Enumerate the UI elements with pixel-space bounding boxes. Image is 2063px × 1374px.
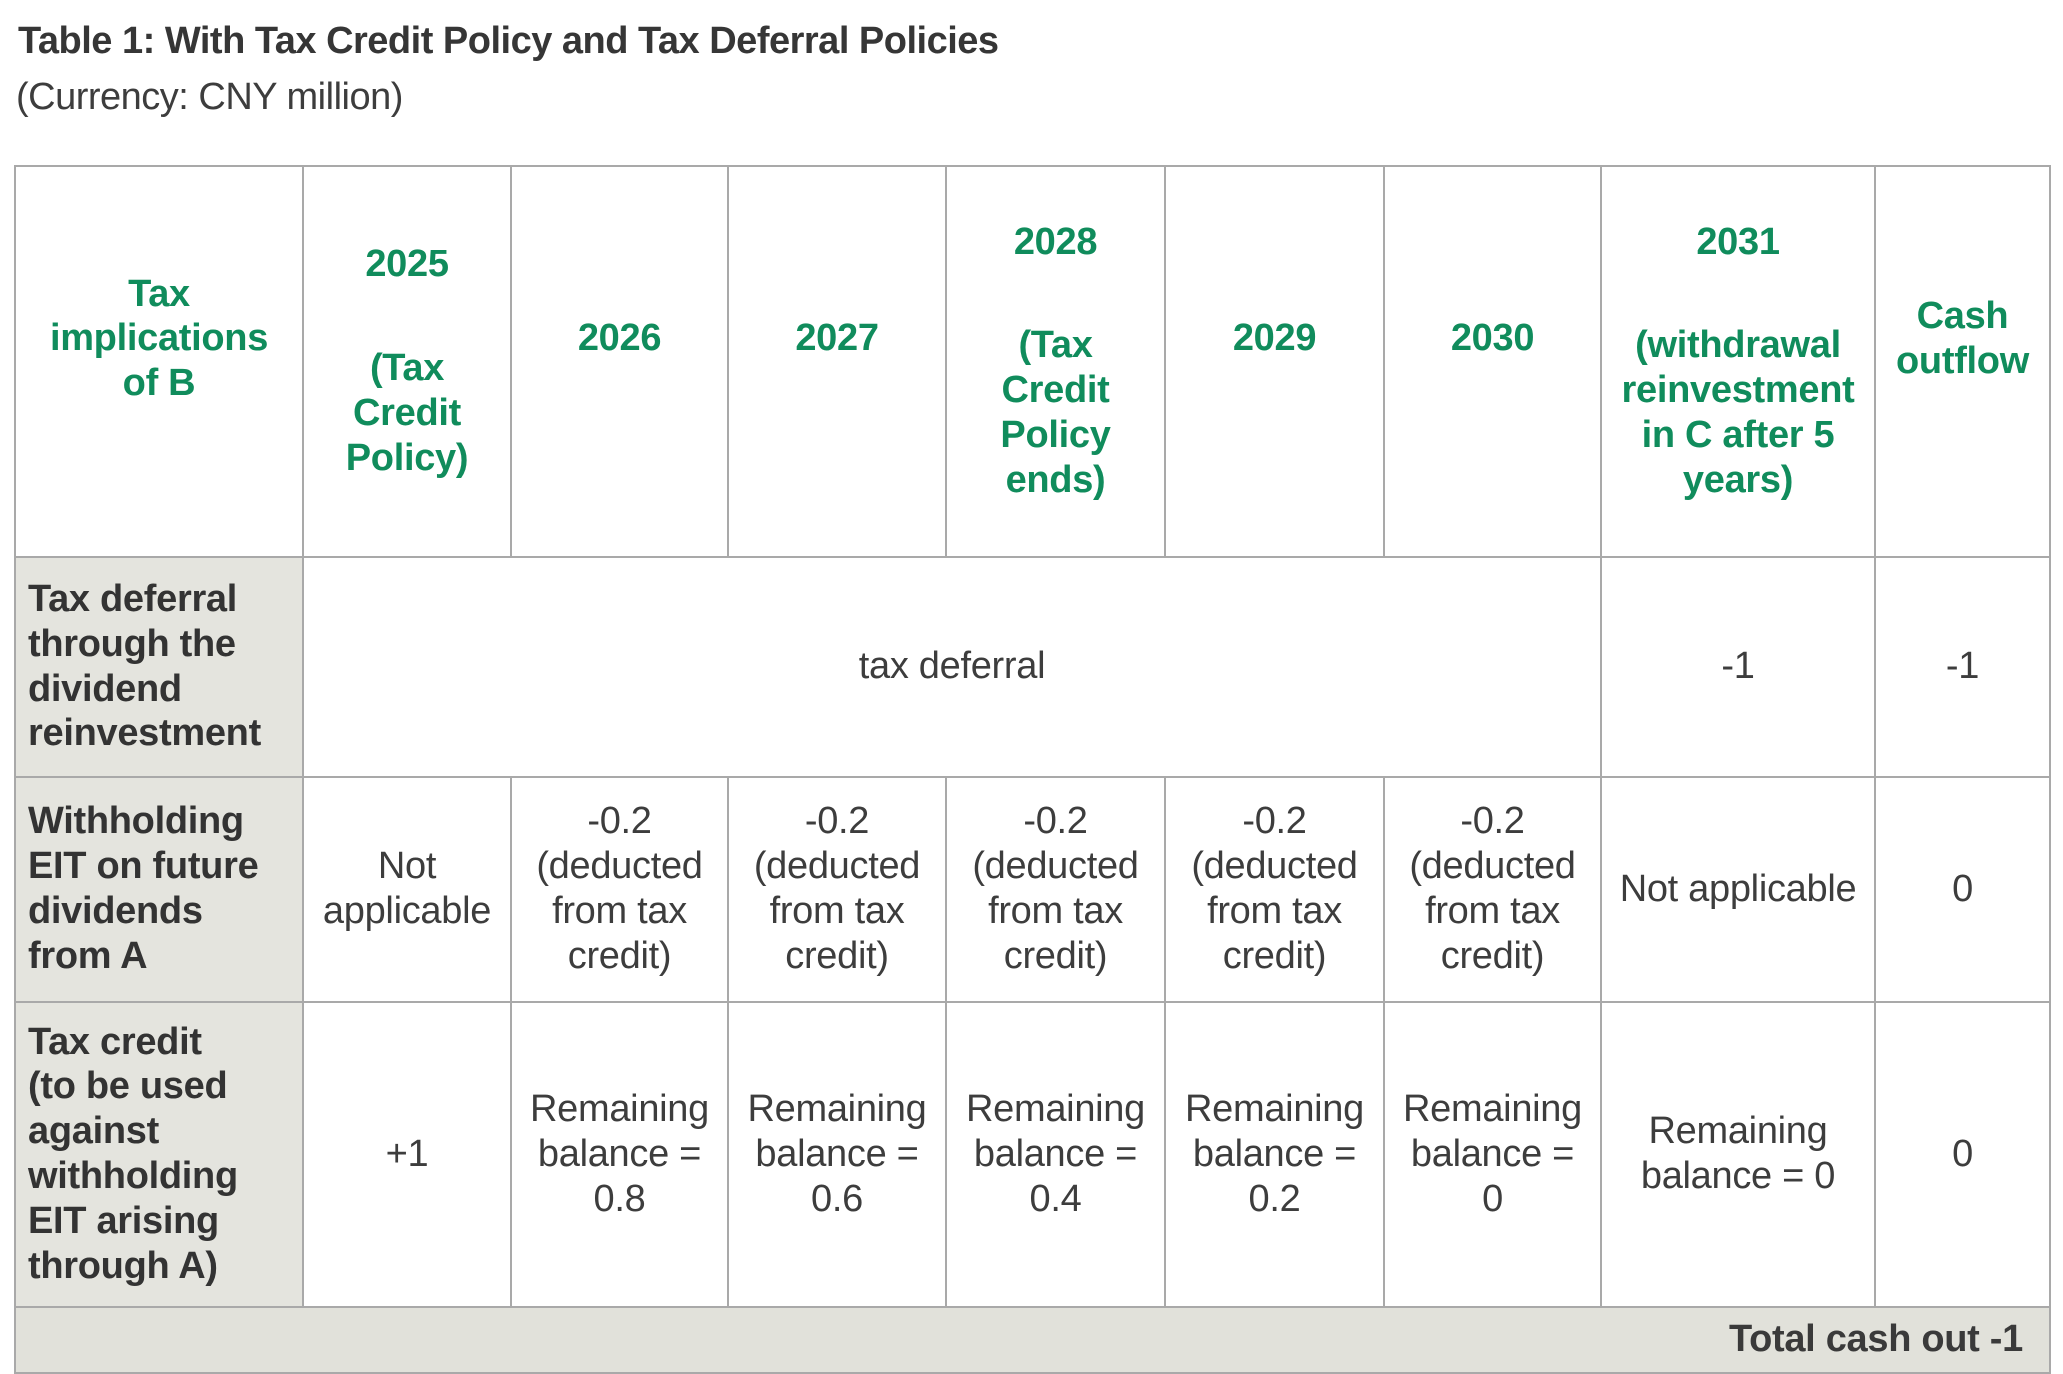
cell-r3-2030: Remaining balance = 0: [1383, 1000, 1602, 1308]
page-title: Table 1: With Tax Credit Policy and Tax …: [18, 20, 999, 62]
cell-r3-2026: Remaining balance = 0.8: [510, 1000, 729, 1308]
table-row-tax-credit: Tax credit (to be used against withholdi…: [14, 1000, 2051, 1308]
table-footer-row: Total cash out -1: [14, 1305, 2051, 1374]
cell-r2-2027: -0.2 (deducted from tax credit): [727, 775, 947, 1003]
row-label-tax-deferral: Tax deferral through the dividend reinve…: [14, 555, 304, 778]
cell-r3-2029: Remaining balance = 0.2: [1164, 1000, 1385, 1308]
col-header-label: 2031: [1696, 220, 1780, 263]
cell-r1-cash-outflow: -1: [1874, 555, 2051, 778]
cell-r2-2031: Not applicable: [1600, 775, 1876, 1003]
col-header-2026: 2026: [510, 165, 729, 558]
col-header-tax-implications: Tax implications of B: [14, 165, 304, 558]
col-header-cash-outflow: Cash outflow: [1874, 165, 2051, 558]
col-header-2031: 2031 (withdrawal reinvestment in C after…: [1600, 165, 1876, 558]
cell-r3-2027: Remaining balance = 0.6: [727, 1000, 947, 1308]
currency-note: (Currency: CNY million): [16, 76, 403, 118]
col-header-label: Cash outflow: [1896, 295, 2029, 382]
col-header-note: (Tax Credit Policy): [345, 346, 469, 479]
col-header-label: Tax implications of B: [49, 272, 269, 405]
col-header-2029: 2029: [1164, 165, 1385, 558]
col-header-note: (withdrawal reinvestment in C after 5 ye…: [1621, 324, 1855, 501]
cell-r2-2028: -0.2 (deducted from tax credit): [945, 775, 1166, 1003]
col-header-2030: 2030: [1383, 165, 1602, 558]
col-header-label: 2025: [365, 243, 449, 286]
col-header-label: 2028: [1013, 220, 1098, 263]
col-header-label: 2029: [1232, 317, 1317, 360]
col-header-note: (Tax Credit Policy ends): [1000, 324, 1111, 501]
cell-r1-merged-tax-deferral: tax deferral: [302, 555, 1602, 778]
document-page: Table 1: With Tax Credit Policy and Tax …: [14, 20, 2051, 1374]
cell-r2-2026: -0.2 (deducted from tax credit): [510, 775, 729, 1003]
cell-r2-cash-outflow: 0: [1874, 775, 2051, 1003]
col-header-2028: 2028 (Tax Credit Policy ends): [945, 165, 1166, 558]
cell-r3-2031: Remaining balance = 0: [1600, 1000, 1876, 1308]
col-header-2025: 2025 (Tax Credit Policy): [302, 165, 512, 558]
total-cash-out: Total cash out -1: [14, 1305, 2051, 1374]
col-header-label: 2026: [577, 317, 662, 360]
cell-r3-2028: Remaining balance = 0.4: [945, 1000, 1166, 1308]
cell-r1-2031: -1: [1600, 555, 1876, 778]
tax-policy-table: Tax implications of B 2025 (Tax Credit P…: [14, 165, 2051, 1374]
table-row-tax-deferral: Tax deferral through the dividend reinve…: [14, 555, 2051, 778]
row-label-tax-credit: Tax credit (to be used against withholdi…: [14, 1000, 304, 1308]
cell-r2-2025: Not applicable: [302, 775, 512, 1003]
col-header-label: 2027: [795, 317, 879, 360]
row-label-withholding-eit: Withholding EIT on future dividends from…: [14, 775, 304, 1003]
cell-r2-2029: -0.2 (deducted from tax credit): [1164, 775, 1385, 1003]
cell-r3-2025: +1: [302, 1000, 512, 1308]
header-row: Tax implications of B 2025 (Tax Credit P…: [14, 165, 2051, 558]
col-header-2027: 2027: [727, 165, 947, 558]
table-row-withholding-eit: Withholding EIT on future dividends from…: [14, 775, 2051, 1003]
cell-r3-cash-outflow: 0: [1874, 1000, 2051, 1308]
cell-r2-2030: -0.2 (deducted from tax credit): [1383, 775, 1602, 1003]
col-header-label: 2030: [1450, 317, 1535, 360]
